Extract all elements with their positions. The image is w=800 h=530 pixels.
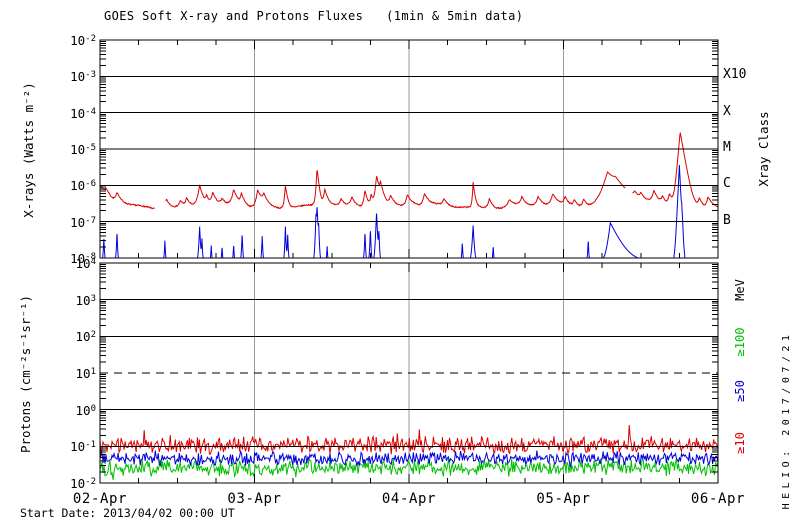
- day-gridlines: [254, 40, 564, 483]
- xray-axis-label: X-rays (Watts m⁻²): [21, 82, 36, 218]
- xray-class-label: B: [723, 212, 731, 228]
- x-tick-label: 04-Apr: [381, 491, 437, 507]
- proton-y-tick-label: 100: [75, 402, 96, 418]
- credit-label: HELIO: 2017/07/21: [781, 330, 792, 510]
- decade-gridlines: [100, 75, 718, 447]
- xray-y-tick-label: 10-3: [70, 69, 96, 85]
- mev-label: ≥100: [733, 327, 747, 357]
- x-tick-label: 05-Apr: [536, 491, 591, 507]
- proton-y-tick-label: 103: [75, 292, 96, 308]
- xray-y-tick-label: 10-5: [70, 142, 96, 157]
- proton-y-tick-label: 10-2: [70, 476, 96, 491]
- mev-label: ≥50: [733, 380, 747, 403]
- protons-axis-label: Protons (cm⁻²s⁻¹sr⁻¹): [18, 294, 33, 454]
- xray-y-tick-label: 10-2: [70, 33, 96, 48]
- protons-ge10-series: [100, 424, 718, 455]
- xray-class-label: X10: [723, 67, 747, 83]
- x-tick-label: 03-Apr: [227, 491, 282, 507]
- mev-label: ≥10: [733, 431, 747, 454]
- proton-y-tick-label: 101: [75, 366, 96, 381]
- chart-title: GOES Soft X-ray and Protons Fluxes (1min…: [104, 9, 524, 23]
- axes: [99, 39, 719, 484]
- xray-class-label: X: [723, 103, 731, 119]
- start-date-label: Start Date: 2013/04/02 00:00 UT: [20, 506, 235, 520]
- xray-class-label: M: [723, 140, 731, 155]
- proton-y-tick-label: 102: [75, 329, 96, 345]
- proton-y-tick-label: 104: [75, 256, 96, 271]
- xray-y-tick-label: 10-4: [70, 105, 96, 121]
- xray-class-label: C: [723, 176, 731, 192]
- xray-y-tick-label: 10-8: [70, 251, 96, 266]
- xray-short-series: [102, 165, 686, 258]
- xray-long-series: [100, 132, 718, 210]
- xray-class-axis-title: Xray Class: [756, 111, 771, 187]
- protons-ge50-series: [100, 449, 718, 468]
- mev-axis-title: MeV: [733, 279, 747, 301]
- proton-y-tick-label: 10-1: [70, 439, 96, 455]
- x-tick-label: 02-Apr: [72, 491, 128, 507]
- xray-y-tick-label: 10-6: [70, 178, 96, 194]
- protons-ge100-series: [100, 457, 718, 480]
- x-tick-label: 06-Apr: [690, 491, 746, 507]
- xray-y-tick-label: 10-7: [70, 214, 96, 230]
